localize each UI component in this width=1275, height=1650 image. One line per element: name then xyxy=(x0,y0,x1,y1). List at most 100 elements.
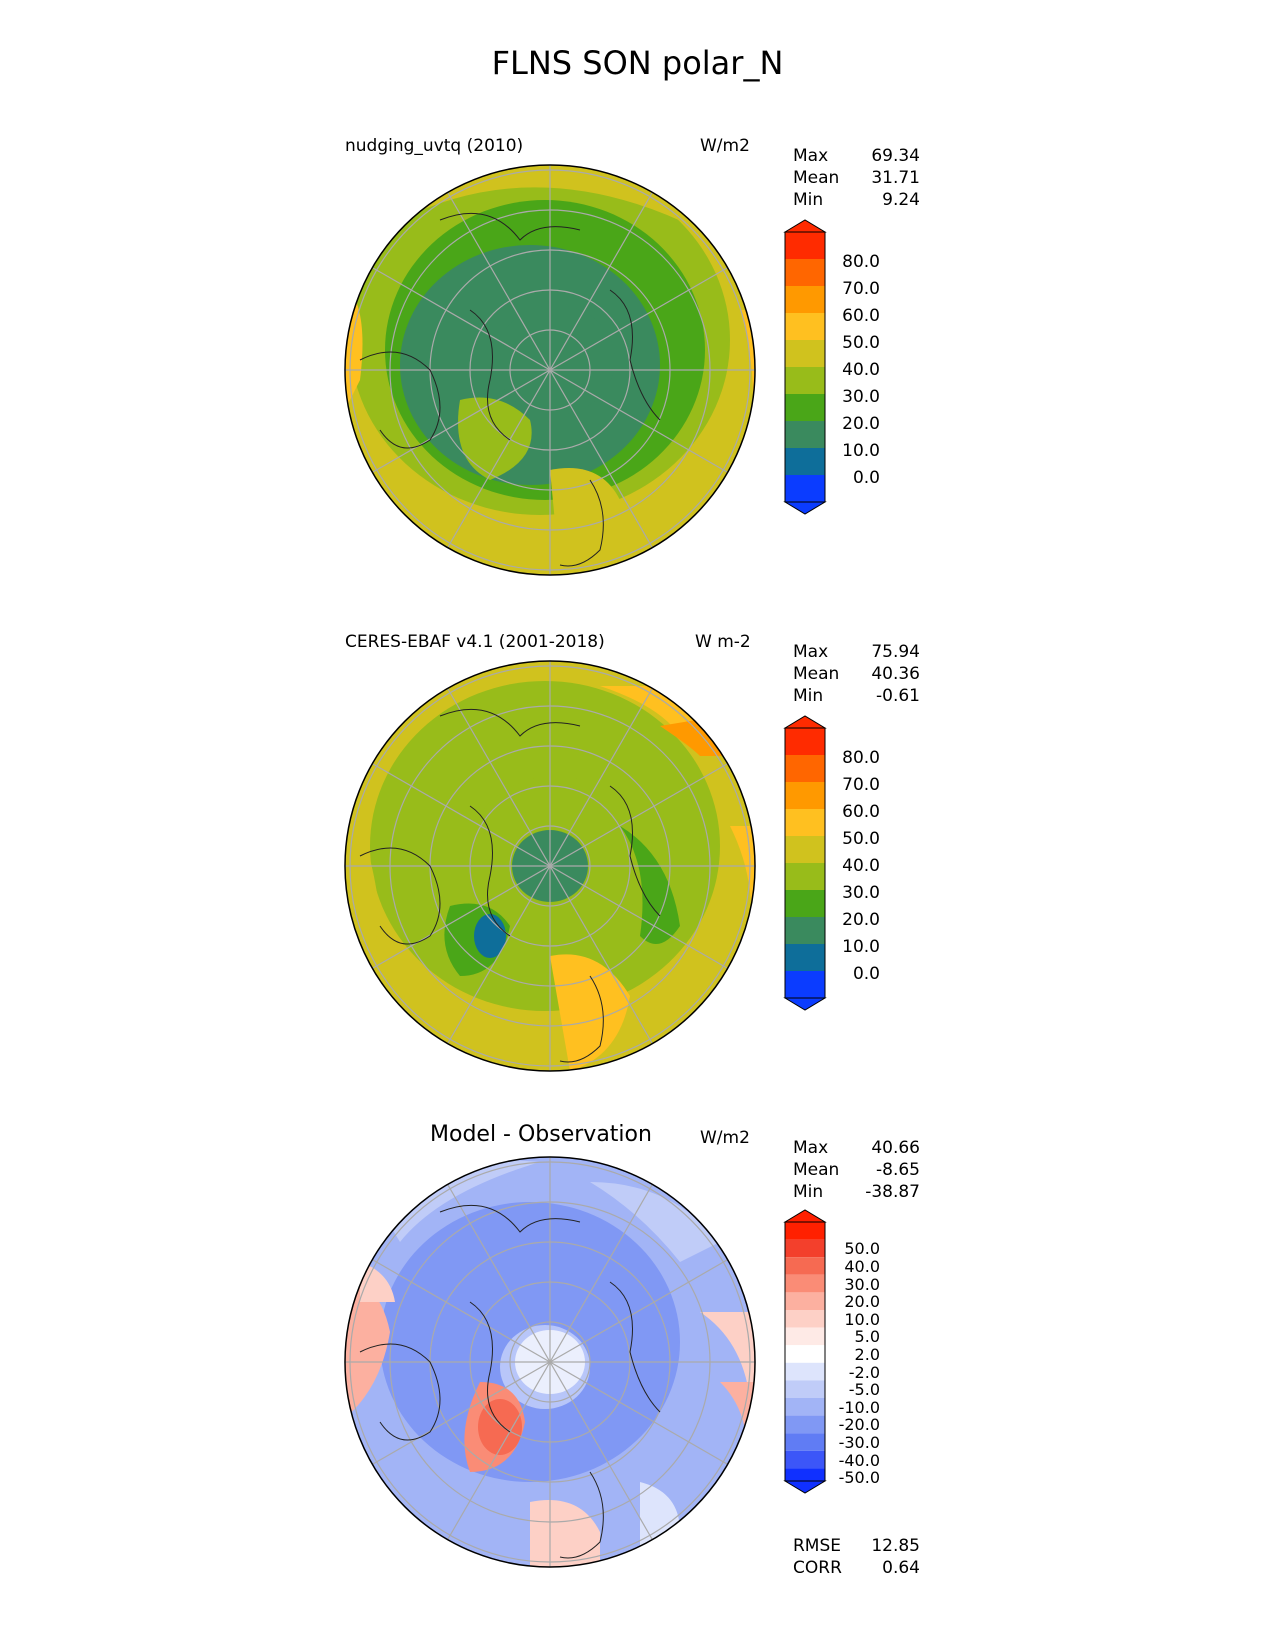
panel-reference-units: W m-2 xyxy=(695,632,751,652)
corr-value: 0.64 xyxy=(882,1558,920,1578)
test-cbar-label: 30.0 xyxy=(842,387,880,407)
difference-polar-map xyxy=(344,1156,756,1568)
panel-test-title: nudging_uvtq (2010) xyxy=(345,136,524,156)
diff-colorbar-max-tri xyxy=(783,1209,827,1223)
ref-cbar-label: 40.0 xyxy=(842,856,880,876)
test-cbar-label: 0.0 xyxy=(852,468,880,488)
diff-cbar-label: -30.0 xyxy=(838,1433,880,1452)
diff-cbar-label: 30.0 xyxy=(844,1275,880,1294)
figure-title: FLNS SON polar_N xyxy=(491,44,784,82)
test-max-value: 69.34 xyxy=(871,146,920,166)
ref-mean-value: 40.36 xyxy=(871,664,920,684)
diff-min-label: Min xyxy=(793,1182,824,1202)
diff-colorbar-seg xyxy=(785,1222,825,1240)
panel-reference-title: CERES-EBAF v4.1 (2001-2018) xyxy=(345,632,605,652)
ref-max-value: 75.94 xyxy=(871,642,920,662)
diff-colorbar-min-tri xyxy=(783,1480,827,1494)
ref-cbar-label: 80.0 xyxy=(842,748,880,768)
diff-mean-label: Mean xyxy=(793,1160,840,1180)
test-polar-map xyxy=(344,164,756,576)
test-colorbar-seg xyxy=(785,394,825,421)
ref-colorbar-seg xyxy=(785,809,825,836)
ref-cbar-label: 50.0 xyxy=(842,829,880,849)
diff-max-value: 40.66 xyxy=(871,1138,920,1158)
diff-cbar-label: 10.0 xyxy=(844,1310,880,1329)
diff-cbar-label: -10.0 xyxy=(838,1398,880,1417)
diff-max-label: Max xyxy=(793,1138,829,1158)
test-colorbar-seg xyxy=(785,313,825,340)
ref-cbar-label: 10.0 xyxy=(842,937,880,957)
test-cbar-label: 50.0 xyxy=(842,333,880,353)
diff-colorbar-seg xyxy=(785,1239,825,1258)
diff-colorbar-seg xyxy=(785,1398,825,1416)
test-cbar-label: 60.0 xyxy=(842,306,880,326)
rmse-label: RMSE xyxy=(793,1536,842,1556)
ref-colorbar-seg xyxy=(785,890,825,917)
test-colorbar-seg xyxy=(785,232,825,259)
test-colorbar-seg xyxy=(785,448,825,475)
test-cbar-label: 10.0 xyxy=(842,441,880,461)
test-colorbar-seg xyxy=(785,340,825,367)
ref-colorbar-seg xyxy=(785,917,825,944)
test-max-label: Max xyxy=(793,146,829,166)
reference-polar-map xyxy=(344,660,756,1072)
diff-colorbar-seg xyxy=(785,1433,825,1451)
ref-colorbar-seg xyxy=(785,836,825,863)
ref-cbar-label: 30.0 xyxy=(842,883,880,903)
test-colorbar-seg xyxy=(785,475,825,502)
test-min-value: 9.24 xyxy=(882,190,920,210)
diff-colorbar-seg xyxy=(785,1415,825,1434)
diff-colorbar-seg xyxy=(785,1450,825,1469)
test-colorbar-seg xyxy=(785,421,825,448)
diff-colorbar-seg xyxy=(785,1327,825,1346)
test-cbar-label: 20.0 xyxy=(842,414,880,434)
diff-colorbar-seg xyxy=(785,1345,825,1363)
test-colorbar-seg xyxy=(785,367,825,394)
panel-test-units: W/m2 xyxy=(700,136,750,156)
test-min-label: Min xyxy=(793,190,824,210)
test-cbar-label: 80.0 xyxy=(842,252,880,272)
diff-cbar-label: 50.0 xyxy=(844,1239,880,1258)
ref-mean-label: Mean xyxy=(793,664,840,684)
ref-colorbar-seg xyxy=(785,863,825,890)
diff-cbar-label: 20.0 xyxy=(844,1292,880,1311)
test-cbar-label: 70.0 xyxy=(842,279,880,299)
test-cbar-label: 40.0 xyxy=(842,360,880,380)
diff-colorbar-seg xyxy=(785,1362,825,1381)
diff-colorbar-seg xyxy=(785,1310,825,1328)
test-colorbar-max-tri xyxy=(783,219,827,233)
corr-label: CORR xyxy=(793,1558,842,1578)
test-mean-label: Mean xyxy=(793,168,840,188)
ref-colorbar-min-tri xyxy=(783,997,827,1011)
ref-colorbar-seg xyxy=(785,755,825,782)
diff-colorbar-seg xyxy=(785,1274,825,1293)
ref-colorbar-max-tri xyxy=(783,715,827,729)
diff-cbar-label: 5.0 xyxy=(854,1327,880,1346)
rmse-value: 12.85 xyxy=(871,1536,920,1556)
ref-colorbar-seg xyxy=(785,971,825,998)
test-mean-value: 31.71 xyxy=(871,168,920,188)
diff-cbar-label: -5.0 xyxy=(848,1380,880,1399)
diff-cbar-label: 40.0 xyxy=(844,1257,880,1276)
ref-min-value: -0.61 xyxy=(876,686,920,706)
diff-mean-value: -8.65 xyxy=(876,1160,920,1180)
diff-min-value: -38.87 xyxy=(865,1182,920,1202)
ref-cbar-label: 70.0 xyxy=(842,775,880,795)
ref-colorbar-seg xyxy=(785,728,825,755)
test-colorbar-seg xyxy=(785,259,825,286)
diff-colorbar-seg xyxy=(785,1380,825,1398)
diff-cbar-label: -2.0 xyxy=(848,1363,880,1382)
ref-colorbar-seg xyxy=(785,782,825,809)
diff-cbar-label: -50.0 xyxy=(838,1468,880,1487)
diff-colorbar-seg xyxy=(785,1257,825,1275)
test-colorbar-min-tri xyxy=(783,501,827,515)
panel-difference-units: W/m2 xyxy=(700,1128,750,1148)
ref-colorbar-seg xyxy=(785,944,825,971)
test-colorbar-seg xyxy=(785,286,825,313)
panel-difference-title: Model - Observation xyxy=(430,1122,652,1147)
diff-cbar-label: -40.0 xyxy=(838,1451,880,1470)
diff-cbar-label: 2.0 xyxy=(854,1345,880,1364)
ref-cbar-label: 60.0 xyxy=(842,802,880,822)
difference-colorbar xyxy=(783,1209,827,1494)
diff-cbar-label: -20.0 xyxy=(838,1415,880,1434)
